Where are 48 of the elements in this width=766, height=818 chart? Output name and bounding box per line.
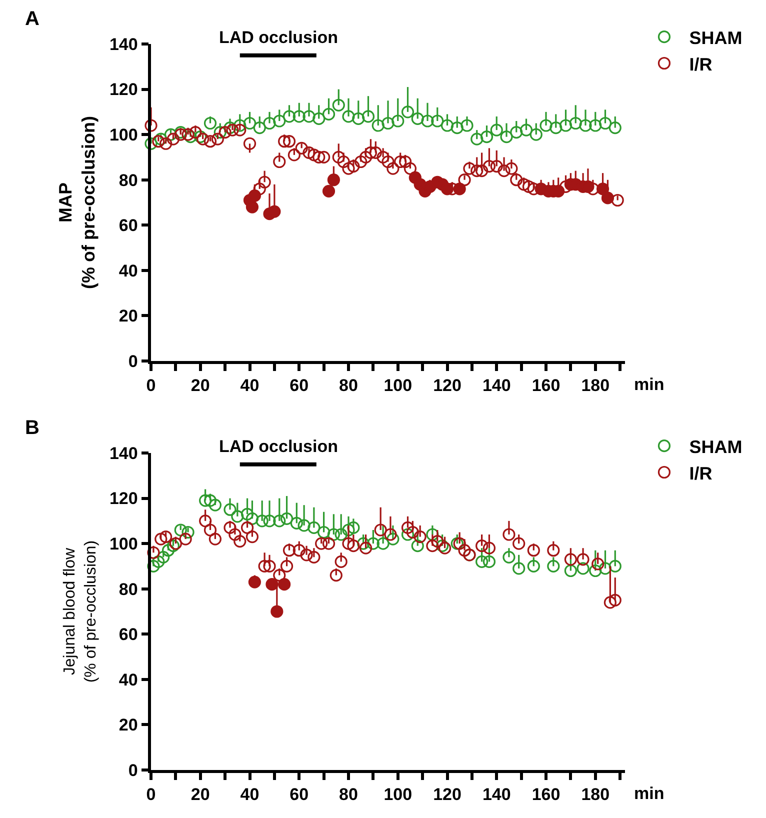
y-tick-label: 40 — [118, 670, 138, 690]
annotation: LAD occlusion — [219, 437, 338, 456]
y-tick-label: 40 — [118, 261, 138, 280]
x-tick-label: 100 — [384, 785, 412, 804]
x-tick-label: 40 — [240, 376, 260, 396]
x-tick-label: 20 — [190, 785, 210, 804]
y-axis-title: MAP (% of pre-occlusion) — [55, 116, 99, 290]
x-tick-label: 80 — [339, 785, 358, 804]
x-tick-label: 160 — [532, 376, 560, 396]
x-axis-title: min — [634, 784, 664, 803]
legend-label: I/R — [689, 54, 712, 74]
y-tick-label: 140 — [109, 444, 138, 463]
annotation: LAD occlusion — [219, 28, 338, 47]
x-tick-label: 160 — [532, 785, 560, 804]
y-tick-label: 20 — [118, 716, 138, 735]
y-tick-label: 80 — [118, 580, 138, 599]
x-tick-label: 40 — [240, 785, 260, 804]
legend-label: SHAM — [689, 436, 742, 457]
x-axis-title: min — [634, 375, 664, 394]
y-tick-label: 120 — [109, 489, 138, 508]
y-tick-label: 0 — [128, 352, 138, 371]
x-tick-label: 0 — [146, 376, 156, 396]
x-tick-label: 140 — [482, 376, 511, 396]
x-tick-label: 140 — [482, 785, 511, 804]
x-tick-label: 120 — [433, 785, 462, 804]
y-tick-label: 100 — [109, 534, 138, 554]
x-tick-label: 60 — [290, 376, 309, 396]
y-tick-label: 80 — [118, 170, 138, 190]
y-axis-title: Jejunal blood flow (% of pre-occlusion) — [62, 540, 100, 683]
legend-label: SHAM — [689, 28, 742, 48]
text: B — [25, 417, 40, 439]
x-tick-label: 60 — [290, 785, 309, 804]
text: A — [25, 8, 40, 30]
y-tick-label: 20 — [118, 306, 138, 326]
x-tick-label: 180 — [581, 376, 610, 396]
x-tick-label: 100 — [384, 376, 412, 396]
legend-label: I/R — [689, 463, 712, 484]
y-tick-label: 60 — [118, 625, 138, 644]
x-tick-label: 0 — [146, 785, 156, 804]
x-tick-label: 180 — [581, 785, 610, 804]
y-tick-label: 60 — [118, 216, 138, 236]
y-tick-label: 0 — [128, 760, 138, 780]
x-tick-label: 20 — [190, 376, 210, 396]
x-tick-label: 80 — [339, 376, 358, 396]
y-tick-label: 120 — [109, 80, 138, 100]
y-tick-label: 140 — [109, 34, 138, 54]
x-tick-label: 120 — [433, 376, 462, 396]
y-tick-label: 100 — [109, 126, 138, 145]
